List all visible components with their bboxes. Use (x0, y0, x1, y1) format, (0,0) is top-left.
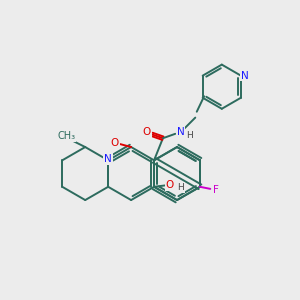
Text: N: N (241, 71, 248, 81)
Text: H: H (177, 183, 184, 192)
Text: CH₃: CH₃ (57, 131, 75, 141)
Text: N: N (104, 154, 112, 164)
Text: N: N (177, 127, 184, 137)
Text: F: F (213, 185, 219, 195)
Text: H: H (187, 131, 194, 140)
Text: O: O (142, 127, 151, 137)
Text: O: O (166, 180, 174, 190)
Text: O: O (111, 138, 119, 148)
